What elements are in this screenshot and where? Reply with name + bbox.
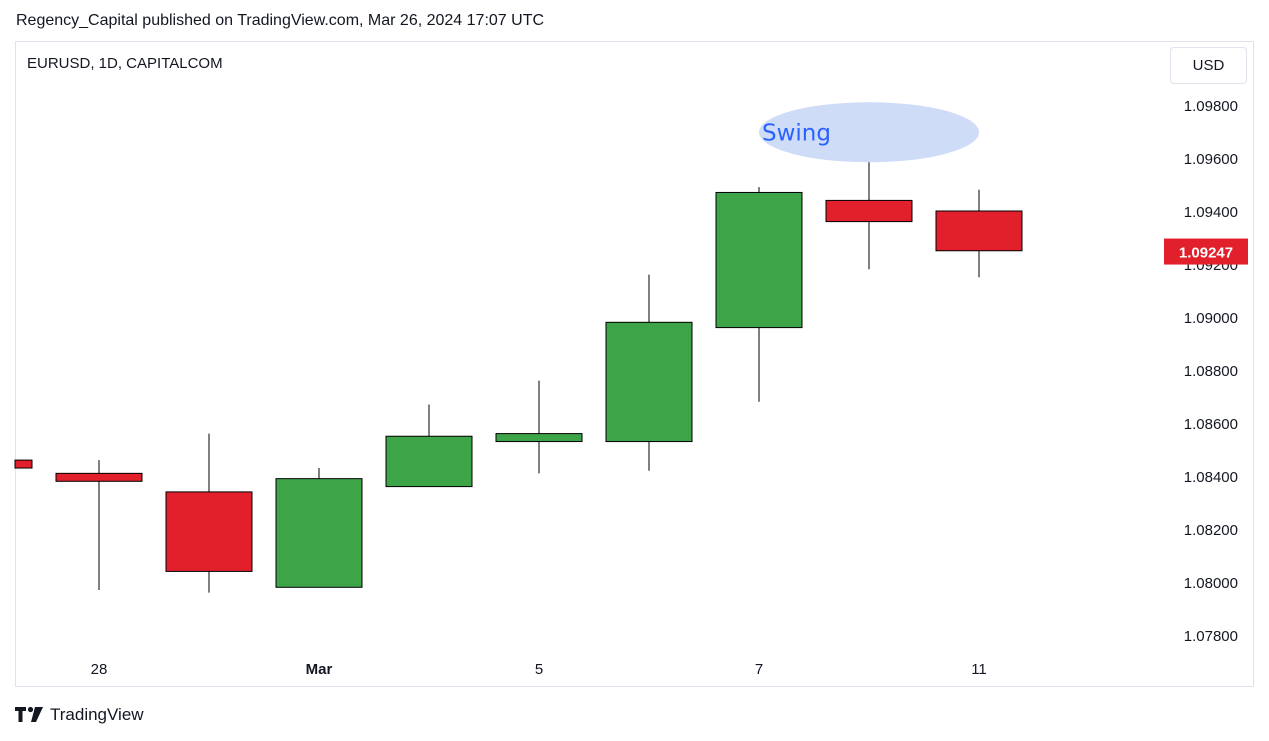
candle (14, 459, 33, 469)
price-tick-label: 1.09600 (1184, 151, 1238, 168)
time-tick-label: 5 (535, 661, 543, 678)
candle-body (825, 199, 913, 223)
time-tick-label: 7 (755, 661, 763, 678)
candle-body (14, 459, 33, 469)
tradingview-logo-icon (15, 706, 43, 722)
candle (275, 468, 363, 588)
price-axis: 1.098001.096001.094001.092001.090001.088… (1184, 98, 1238, 645)
candle (495, 380, 583, 474)
time-tick-label: 28 (91, 661, 108, 678)
swing-annotation-ellipse (759, 102, 979, 163)
candle-body (55, 472, 143, 482)
annotation-layer: Swing (759, 102, 979, 163)
price-tick-label: 1.08800 (1184, 363, 1238, 380)
candle (715, 187, 803, 402)
candle (55, 460, 143, 590)
candle-body (275, 478, 363, 588)
price-tick-label: 1.08600 (1184, 416, 1238, 433)
candle-body (605, 321, 693, 443)
candle-body (385, 435, 473, 488)
price-tick-label: 1.09000 (1184, 310, 1238, 327)
candle (385, 404, 473, 488)
price-tick-label: 1.08200 (1184, 522, 1238, 539)
symbol-legend[interactable]: EURUSD, 1D, CAPITALCOM (27, 55, 223, 72)
price-tick-label: 1.09400 (1184, 204, 1238, 221)
candle-body (495, 433, 583, 443)
publication-credit: Regency_Capital published on TradingView… (16, 12, 545, 29)
candle (165, 433, 253, 593)
candle-body (165, 491, 253, 572)
last-price-label: 1.09247 (1179, 245, 1233, 262)
time-tick-label: Mar (306, 661, 333, 678)
swing-annotation-label: Swing (762, 120, 831, 146)
time-axis: 28 Mar 5 7 11 (91, 661, 987, 678)
candle (935, 189, 1023, 278)
candle-body (715, 191, 803, 329)
last-price-badge (1164, 238, 1248, 265)
price-tick-label: 1.08000 (1184, 575, 1238, 592)
candles-layer (14, 102, 1023, 593)
time-tick-label: 11 (971, 661, 987, 678)
last-price-layer: 1.09247 (1164, 238, 1248, 265)
brand-name: TradingView (50, 705, 144, 724)
price-tick-label: 1.09800 (1184, 98, 1238, 115)
brand[interactable]: TradingView (15, 705, 144, 725)
candle (605, 274, 693, 471)
currency-button[interactable]: USD (1170, 47, 1247, 84)
chart-frame (15, 41, 1254, 687)
price-tick-label: 1.08400 (1184, 469, 1238, 486)
price-tick-label: 1.07800 (1184, 628, 1238, 645)
candle-body (935, 210, 1023, 252)
